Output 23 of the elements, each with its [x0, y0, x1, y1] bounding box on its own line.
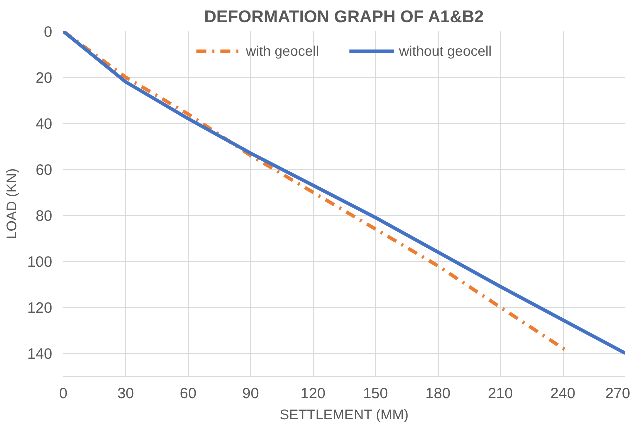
- y-axis-title: LOAD (KN): [3, 168, 20, 240]
- x-tick-label: 0: [59, 386, 68, 402]
- x-tick-label: 120: [300, 386, 326, 402]
- y-tick-label: 40: [36, 116, 53, 133]
- x-tick-label: 270: [605, 386, 631, 402]
- x-tick-label: 240: [550, 386, 576, 402]
- x-tick-label: 210: [488, 386, 514, 402]
- x-tick-label: 150: [363, 386, 388, 402]
- y-tick-label: 20: [36, 70, 53, 87]
- legend-label: without geocell: [399, 43, 492, 59]
- legend-label: with geocell: [246, 43, 320, 59]
- y-tick-label: 120: [27, 300, 53, 317]
- x-tick-label: 90: [242, 386, 260, 402]
- y-tick-label: 140: [27, 346, 53, 363]
- x-tick-label: 60: [180, 386, 197, 402]
- y-tick-label: 80: [36, 208, 53, 225]
- chart-title: DEFORMATION GRAPH OF A1&B2: [204, 8, 484, 26]
- x-tick-label: 180: [426, 386, 451, 402]
- x-axis-title: SETTLEMENT (MM): [280, 406, 409, 422]
- x-tick-label: 30: [118, 386, 134, 402]
- y-tick-label: 60: [36, 162, 53, 179]
- y-tick-label: 100: [27, 254, 53, 271]
- y-tick-label: 0: [44, 24, 52, 41]
